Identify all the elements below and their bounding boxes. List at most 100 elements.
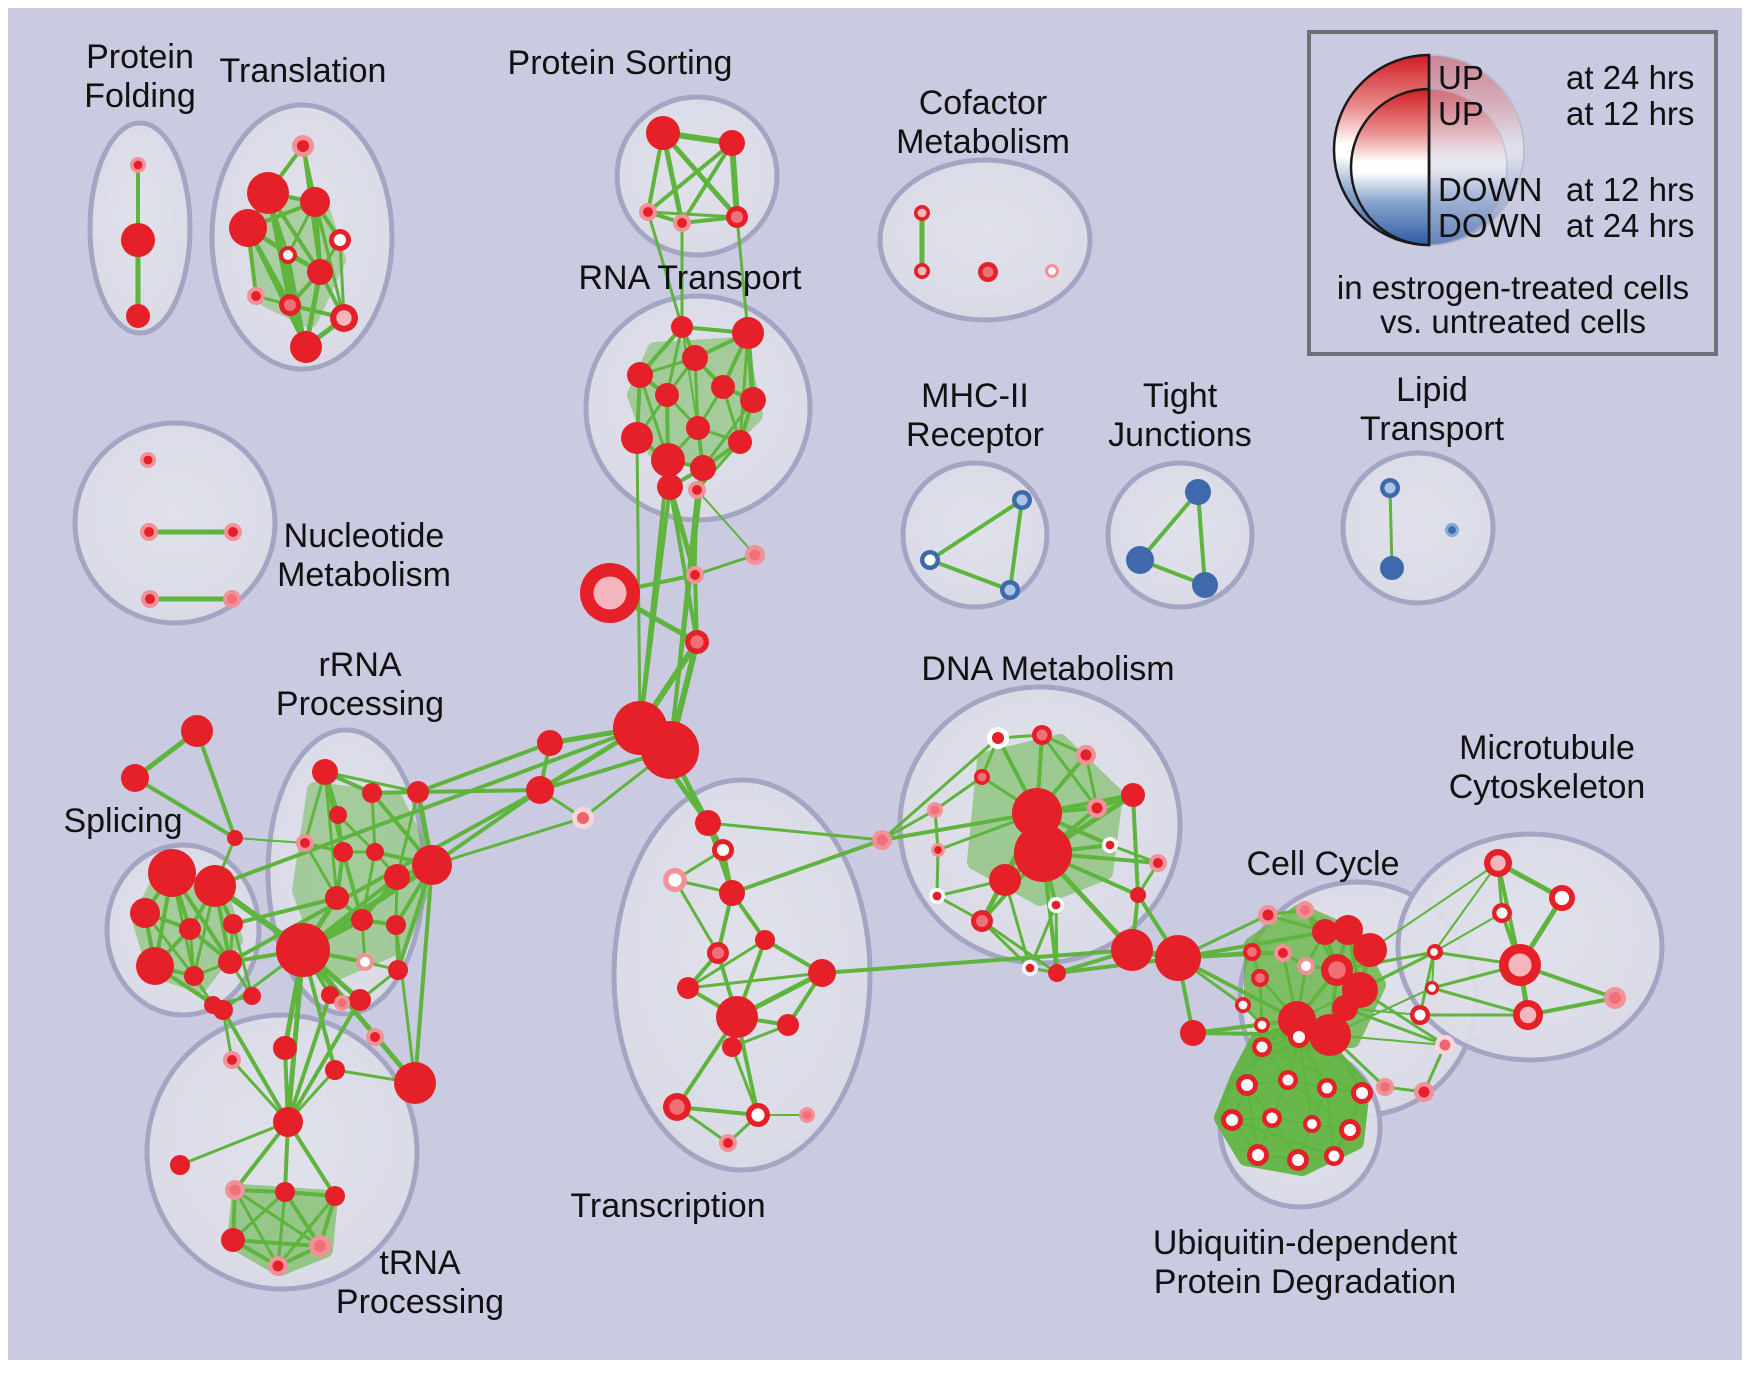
network-edge [195, 729, 237, 840]
legend-up12-direction: UP [1438, 95, 1484, 132]
network-edge [1196, 490, 1207, 587]
network-node-ring [740, 387, 766, 413]
network-node-center [723, 1138, 733, 1148]
cluster-label-tight-junctions: Junctions [1108, 416, 1252, 454]
network-node-center [716, 843, 730, 857]
network-node-ring [719, 880, 745, 906]
network-edge [178, 1120, 290, 1167]
network-node-ring [273, 1107, 303, 1137]
network-edge [213, 726, 642, 888]
network-edge [231, 1238, 322, 1248]
network-node-center [1025, 963, 1035, 973]
network-edge [1430, 986, 1530, 1017]
network-node-ring [1155, 935, 1201, 981]
network-node-ring [651, 443, 685, 477]
network-edge [686, 938, 767, 990]
network-edge [701, 398, 755, 470]
network-node-ring [1312, 919, 1338, 945]
network-node-ring [716, 996, 758, 1038]
cluster-label-cofactor-metabolism: Cofactor [919, 84, 1048, 122]
network-node-ring [655, 383, 679, 407]
network-edge [820, 948, 1134, 975]
network-node-ring [325, 1060, 345, 1080]
network-node-center [1262, 909, 1274, 921]
legend-up24-time: at 24 hrs [1566, 59, 1694, 96]
network-edge [1335, 950, 1437, 972]
network-node-center [749, 549, 761, 561]
network-node-ring [218, 950, 242, 974]
network-node-center [370, 1032, 380, 1042]
network-edge [928, 558, 1012, 592]
network-node-center [144, 527, 154, 537]
network-node-center [360, 957, 370, 967]
network-node-ring [321, 986, 339, 1004]
network-edge [693, 553, 757, 577]
cluster-shape-cofactor-metabolism [877, 157, 1093, 323]
network-edge [980, 919, 1059, 975]
network-node-center [283, 250, 293, 260]
network-node-ring [312, 759, 338, 785]
network-node-center [1554, 890, 1570, 906]
network-node-center [1238, 1000, 1248, 1010]
cluster-label-mhc-ii-receptor: Receptor [906, 416, 1044, 454]
network-node-ring [275, 1182, 295, 1202]
cluster-shape-protein-sorting [614, 94, 780, 258]
network-node-center [1307, 1119, 1317, 1129]
network-edge [416, 788, 542, 794]
network-node-ring [325, 1186, 345, 1206]
network-edge [221, 1008, 290, 1124]
legend-down12-direction: DOWN [1438, 171, 1542, 208]
network-node-center [730, 210, 744, 224]
network-edge [638, 485, 672, 730]
network-edge [1388, 486, 1394, 570]
network-edge [233, 1188, 280, 1268]
cluster-label-nucleotide-metabolism: Nucleotide [284, 517, 445, 555]
network-node-center [1519, 1006, 1537, 1024]
network-node-center [1328, 961, 1346, 979]
network-node-ring [362, 783, 382, 803]
cluster-label-trna-processing: tRNA [379, 1244, 461, 1282]
network-node-ring [732, 317, 764, 349]
network-node-ring [307, 259, 333, 285]
network-node-center [1321, 1082, 1333, 1094]
network-edge [673, 878, 720, 955]
cluster-label-protein-folding: Protein [86, 38, 194, 76]
network-edge [680, 141, 734, 225]
network-node-center [1266, 1112, 1278, 1124]
network-edge [1287, 1079, 1351, 1131]
network-node-center [1257, 1020, 1267, 1030]
network-edge [1326, 1087, 1335, 1157]
network-node-ring [394, 1062, 436, 1104]
network-node-center [982, 266, 994, 278]
network-node-center [283, 298, 297, 312]
network-node-center [1256, 1041, 1268, 1053]
network-edge [738, 331, 750, 444]
network-node-center [932, 891, 942, 901]
network-node-center [1328, 1150, 1340, 1162]
network-node-center [1301, 961, 1311, 971]
cluster-label-rrna-processing: rRNA [318, 646, 401, 684]
network-node-center [1418, 1086, 1430, 1098]
network-edge [696, 489, 756, 556]
network-node-center [711, 946, 725, 960]
network-node-ring [273, 1036, 297, 1060]
network-node-center [1380, 1082, 1390, 1092]
network-node-center [1278, 948, 1288, 958]
network-edge [276, 1194, 337, 1268]
network-node-ring [1111, 929, 1153, 971]
network-node-ring [1130, 887, 1146, 903]
network-node-center [251, 291, 261, 301]
network-edge [880, 736, 1000, 842]
cluster-label-transcription: Transcription [570, 1187, 765, 1225]
network-node-center [296, 139, 310, 153]
network-node-ring [695, 810, 721, 836]
cluster-label-ubiquitin-degradation: Protein Degradation [1154, 1263, 1456, 1301]
legend-down24-time: at 24 hrs [1566, 207, 1694, 244]
network-node-center [229, 1184, 241, 1196]
network-edge [285, 947, 306, 1125]
network-node-center [1225, 1113, 1239, 1127]
network-node-center [917, 266, 927, 276]
network-node-ring [682, 345, 708, 371]
network-node-center [991, 731, 1005, 745]
